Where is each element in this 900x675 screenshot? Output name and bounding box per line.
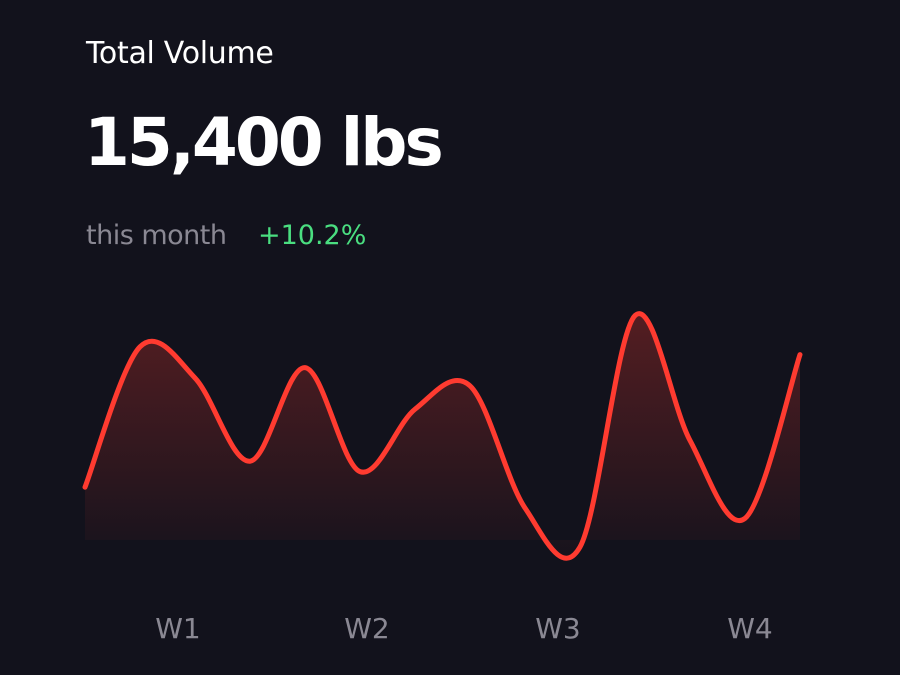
x-tick-label: W4	[727, 612, 773, 645]
x-tick-label: W1	[155, 612, 201, 645]
x-tick-label: W3	[535, 612, 581, 645]
change-badge: +10.2%	[258, 220, 367, 251]
total-volume-value: 15,400 lbs	[84, 104, 444, 181]
area-fill	[85, 313, 800, 559]
period-label: this month	[86, 220, 227, 251]
series-line	[82, 311, 803, 561]
card-title: Total Volume	[86, 36, 274, 71]
x-tick-label: W2	[344, 612, 390, 645]
